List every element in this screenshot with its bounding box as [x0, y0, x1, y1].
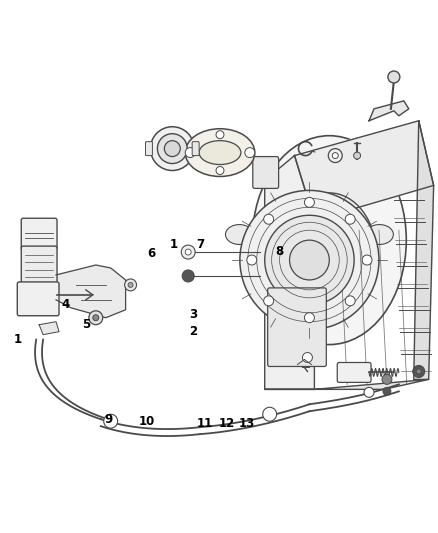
Circle shape	[328, 149, 342, 163]
Circle shape	[164, 141, 180, 157]
Text: 10: 10	[139, 415, 155, 429]
Text: 9: 9	[104, 413, 112, 426]
Polygon shape	[56, 265, 126, 318]
FancyBboxPatch shape	[17, 282, 59, 316]
Text: 8: 8	[275, 245, 283, 258]
Circle shape	[104, 414, 118, 428]
Circle shape	[245, 148, 255, 158]
Circle shape	[247, 255, 257, 265]
Ellipse shape	[226, 224, 253, 245]
Circle shape	[89, 311, 103, 325]
Text: 4: 4	[62, 298, 70, 311]
Circle shape	[345, 214, 355, 224]
Circle shape	[157, 134, 187, 164]
Circle shape	[264, 296, 274, 306]
Circle shape	[388, 71, 400, 83]
Circle shape	[362, 255, 372, 265]
Text: 7: 7	[196, 238, 205, 251]
FancyBboxPatch shape	[21, 218, 57, 250]
Circle shape	[304, 313, 314, 322]
Circle shape	[364, 387, 374, 397]
Circle shape	[332, 152, 338, 158]
Circle shape	[185, 148, 195, 158]
FancyBboxPatch shape	[21, 246, 57, 286]
Circle shape	[290, 240, 329, 280]
Text: 1: 1	[14, 333, 22, 346]
Circle shape	[383, 387, 391, 395]
Circle shape	[263, 407, 277, 421]
Circle shape	[182, 270, 194, 282]
Text: 3: 3	[189, 308, 197, 321]
Ellipse shape	[282, 193, 377, 317]
FancyBboxPatch shape	[145, 142, 152, 156]
FancyBboxPatch shape	[192, 142, 199, 156]
Polygon shape	[39, 322, 59, 335]
Circle shape	[353, 152, 360, 159]
Circle shape	[93, 315, 99, 321]
Polygon shape	[369, 101, 409, 121]
Circle shape	[216, 131, 224, 139]
Circle shape	[216, 166, 224, 174]
Ellipse shape	[185, 129, 255, 176]
Circle shape	[124, 279, 137, 291]
Circle shape	[413, 366, 425, 377]
Polygon shape	[265, 156, 314, 389]
FancyBboxPatch shape	[337, 362, 371, 382]
Circle shape	[240, 190, 379, 330]
Circle shape	[181, 245, 195, 259]
Text: 2: 2	[189, 325, 197, 338]
Circle shape	[264, 214, 274, 224]
Ellipse shape	[366, 224, 393, 245]
Text: 1: 1	[170, 238, 178, 251]
FancyBboxPatch shape	[253, 157, 279, 188]
Circle shape	[382, 375, 392, 384]
Text: 12: 12	[219, 417, 235, 431]
Circle shape	[345, 296, 355, 306]
Circle shape	[150, 127, 194, 171]
Text: 11: 11	[197, 417, 213, 431]
Ellipse shape	[199, 141, 241, 165]
Ellipse shape	[252, 136, 406, 345]
Circle shape	[265, 215, 354, 305]
Circle shape	[416, 369, 421, 374]
Polygon shape	[414, 121, 434, 379]
Text: 6: 6	[148, 247, 155, 260]
Circle shape	[303, 352, 312, 362]
Circle shape	[128, 282, 133, 287]
Polygon shape	[294, 121, 434, 220]
FancyBboxPatch shape	[268, 288, 326, 367]
Polygon shape	[265, 379, 429, 389]
Text: 5: 5	[82, 318, 90, 332]
Circle shape	[304, 197, 314, 207]
Circle shape	[185, 249, 191, 255]
Text: 13: 13	[238, 417, 254, 431]
